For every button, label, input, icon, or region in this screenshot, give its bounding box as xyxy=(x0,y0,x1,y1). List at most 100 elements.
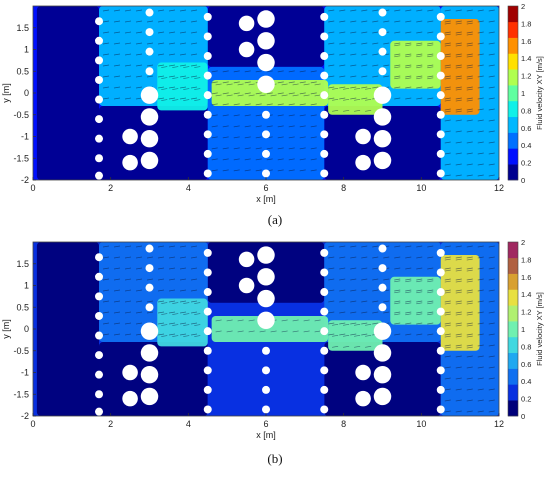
velocity-arrow xyxy=(444,33,451,36)
colorbar-segment xyxy=(508,85,518,102)
velocity-arrow xyxy=(157,86,165,89)
velocity-arrow xyxy=(222,114,229,117)
velocity-arrow xyxy=(444,291,451,294)
velocity-arrow xyxy=(444,278,451,281)
velocity-arrow xyxy=(233,81,240,84)
cylinder xyxy=(203,91,212,100)
velocity-arrow xyxy=(157,256,165,259)
velocity-arrow xyxy=(372,86,379,89)
velocity-arrow xyxy=(466,110,473,113)
velocity-arrow xyxy=(124,311,132,314)
velocity-arrow xyxy=(157,9,165,12)
cylinder xyxy=(140,86,159,104)
cylinder xyxy=(378,28,387,37)
velocity-arrow xyxy=(455,313,462,316)
velocity-arrow xyxy=(361,267,368,270)
velocity-arrow xyxy=(161,313,168,315)
velocity-arrow xyxy=(455,44,462,47)
cylinder xyxy=(140,151,159,170)
velocity-arrow xyxy=(157,20,165,23)
colorbar-tick-label: 1.4 xyxy=(521,290,531,299)
velocity-arrow xyxy=(124,256,132,259)
velocity-arrow xyxy=(455,31,462,34)
velocity-region xyxy=(157,62,208,111)
cylinder xyxy=(378,67,387,76)
velocity-arrow xyxy=(299,169,306,172)
velocity-arrow xyxy=(310,70,317,73)
velocity-arrow xyxy=(314,319,321,322)
velocity-arrow xyxy=(444,66,451,69)
y-tick-label: -0.5 xyxy=(13,346,29,356)
velocity-arrow xyxy=(477,152,484,155)
velocity-arrow xyxy=(455,300,462,303)
velocity-arrow xyxy=(168,322,176,325)
cylinder xyxy=(373,387,392,406)
velocity-arrow xyxy=(466,33,473,36)
y-tick-label: 1 xyxy=(24,281,29,291)
velocity-arrow xyxy=(444,88,451,91)
velocity-arrow xyxy=(168,9,176,12)
colorbar-tick-label: 0 xyxy=(521,412,525,421)
velocity-arrow xyxy=(168,333,176,336)
velocity-arrow xyxy=(354,98,361,101)
velocity-arrow xyxy=(466,311,473,314)
velocity-arrow xyxy=(190,278,198,281)
velocity-arrow xyxy=(466,44,473,47)
velocity-arrow xyxy=(405,66,412,69)
velocity-arrow xyxy=(270,330,277,333)
velocity-arrow xyxy=(310,169,317,172)
velocity-arrow xyxy=(444,75,451,78)
velocity-arrow xyxy=(405,31,412,34)
velocity-arrow xyxy=(455,130,462,133)
velocity-arrow xyxy=(303,330,310,333)
cylinder xyxy=(95,36,104,45)
y-tick-label: 0 xyxy=(24,88,29,98)
x-tick-label: 12 xyxy=(494,183,504,193)
velocity-arrow xyxy=(157,75,165,78)
velocity-arrow xyxy=(466,291,473,294)
velocity-arrow xyxy=(102,322,110,325)
velocity-arrow xyxy=(102,278,110,281)
velocity-region xyxy=(36,6,100,180)
velocity-arrow xyxy=(244,169,251,172)
velocity-arrow xyxy=(244,125,251,128)
cylinder xyxy=(238,251,255,268)
velocity-arrow xyxy=(477,64,484,67)
velocity-arrow xyxy=(455,110,462,113)
velocity-arrow xyxy=(168,86,176,89)
velocity-arrow xyxy=(444,346,451,349)
velocity-arrow xyxy=(477,42,484,45)
velocity-arrow xyxy=(444,86,451,89)
velocity-arrow xyxy=(255,136,262,139)
velocity-arrow xyxy=(255,92,262,95)
velocity-arrow xyxy=(124,53,132,56)
velocity-arrow xyxy=(444,245,451,248)
velocity-arrow xyxy=(455,152,462,155)
velocity-arrow xyxy=(124,86,132,89)
velocity-arrow xyxy=(237,83,244,86)
velocity-arrow xyxy=(365,87,372,90)
velocity-arrow xyxy=(135,97,143,100)
velocity-arrow xyxy=(350,333,357,336)
velocity-arrow xyxy=(168,75,176,78)
velocity-arrow xyxy=(455,324,462,327)
cylinder xyxy=(95,171,104,180)
velocity-arrow xyxy=(281,94,288,97)
cylinder xyxy=(320,71,329,80)
velocity-arrow xyxy=(416,9,423,12)
velocity-arrow xyxy=(270,94,277,97)
velocity-arrow xyxy=(194,99,201,101)
cylinder xyxy=(320,130,329,139)
cylinder xyxy=(95,134,104,143)
velocity-arrow xyxy=(179,278,187,281)
velocity-arrow xyxy=(488,141,495,144)
velocity-arrow xyxy=(168,289,176,292)
colorbar-segment xyxy=(508,400,518,417)
velocity-arrow xyxy=(444,55,451,58)
velocity-arrow xyxy=(383,311,390,314)
x-tick-label: 2 xyxy=(108,183,113,193)
velocity-arrow xyxy=(477,256,484,259)
cylinder xyxy=(262,346,270,355)
colorbar-segment xyxy=(508,21,518,38)
velocity-arrow xyxy=(372,256,379,259)
